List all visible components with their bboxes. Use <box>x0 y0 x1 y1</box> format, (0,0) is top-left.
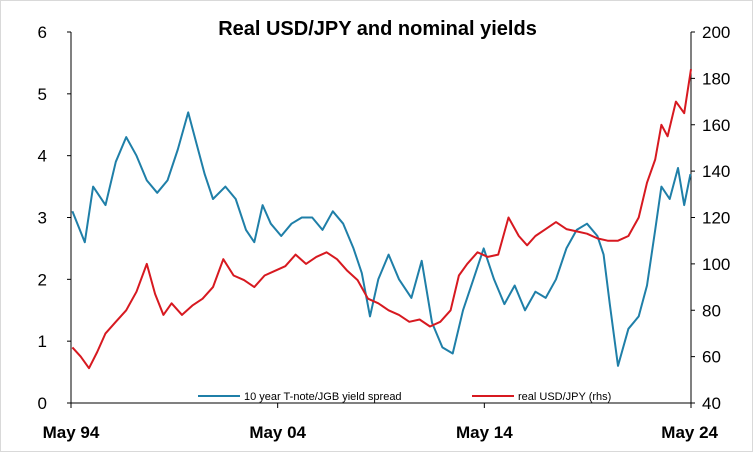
legend-label-usdjpy: real USD/JPY (rhs) <box>518 391 611 403</box>
right-tick-label: 140 <box>702 162 730 181</box>
x-tick-label: May 94 <box>43 423 100 442</box>
right-tick-label: 60 <box>702 348 721 367</box>
left-tick-label: 6 <box>38 23 47 42</box>
x-tick-label: May 14 <box>456 423 513 442</box>
x-tick-label: May 24 <box>661 423 718 442</box>
right-tick-label: 40 <box>702 394 721 413</box>
right-tick-label: 200 <box>702 23 730 42</box>
legend-label-spread: 10 year T-note/JGB yield spread <box>244 391 402 403</box>
right-tick-label: 120 <box>702 209 730 228</box>
series-line-spread <box>71 111 692 367</box>
series-line-usdjpy <box>71 68 692 370</box>
series-layer <box>71 68 692 370</box>
left-tick-label: 3 <box>38 209 47 228</box>
right-tick-label: 180 <box>702 69 730 88</box>
x-tick-label: May 04 <box>249 423 306 442</box>
left-tick-label: 4 <box>38 147 47 166</box>
left-tick-label: 0 <box>38 394 47 413</box>
axes: 0 1 2 3 4 5 6 40 60 80 100 120 140 160 180 200 May 94 May… <box>38 23 731 442</box>
left-tick-label: 5 <box>38 85 47 104</box>
right-tick-label: 100 <box>702 255 730 274</box>
right-tick-label: 160 <box>702 116 730 135</box>
left-tick-label: 1 <box>38 332 47 351</box>
left-tick-label: 2 <box>38 270 47 289</box>
right-tick-label: 80 <box>702 301 721 320</box>
legend: 10 year T-note/JGB yield spread real USD… <box>198 391 611 403</box>
chart-title: Real USD/JPY and nominal yields <box>218 18 537 40</box>
